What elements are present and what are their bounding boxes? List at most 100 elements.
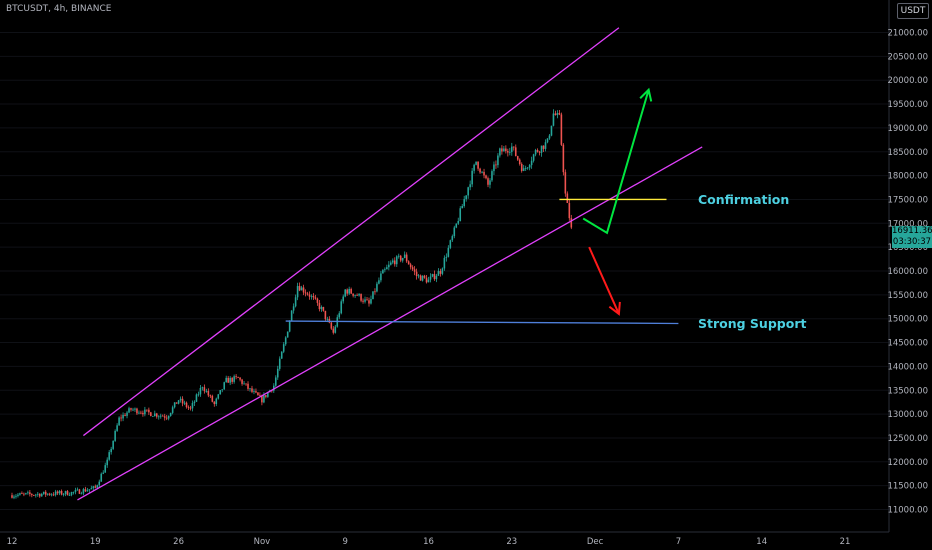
candle-body — [439, 271, 442, 274]
candle-body — [376, 283, 378, 292]
candle-body — [300, 287, 303, 291]
candle-body — [52, 494, 55, 496]
candle-body — [48, 493, 51, 495]
candle-body — [524, 168, 527, 169]
candle-body — [152, 416, 154, 417]
candle-body — [148, 409, 150, 413]
candle-body — [255, 391, 257, 393]
time-tick-label: 21 — [840, 537, 851, 547]
candle-body — [388, 264, 390, 268]
candle-body — [505, 148, 507, 152]
candle-body — [538, 151, 541, 153]
candle-body — [485, 175, 487, 179]
candle-body — [245, 383, 247, 385]
candle-body — [132, 409, 134, 411]
candle-body — [473, 164, 475, 171]
candle-body — [374, 291, 376, 293]
candle-body — [467, 187, 469, 196]
candle-body — [475, 161, 477, 165]
price-tick-label: 13000.00 — [887, 410, 928, 420]
candle-body — [189, 407, 192, 409]
drawing-labels: Confirmation Strong Support — [698, 192, 806, 331]
candle-body — [122, 414, 124, 419]
candle-body — [503, 148, 505, 152]
candle-body — [21, 493, 23, 495]
candle-body — [142, 412, 144, 415]
candle-body — [263, 395, 265, 403]
candle-body — [161, 415, 164, 417]
price-axis[interactable]: 11000.00 11500.00 12000.00 12500.00 13000.00… — [887, 29, 928, 516]
candle-body — [445, 256, 448, 258]
candle-body — [487, 178, 489, 185]
candle-body — [221, 389, 224, 391]
last-price-tag: 16911.36 — [892, 226, 932, 237]
candle-body — [215, 398, 218, 405]
candle-body — [211, 395, 214, 402]
candle-body — [449, 240, 452, 248]
candle-body — [409, 264, 412, 268]
candle-body — [511, 146, 513, 152]
candle-body — [350, 288, 352, 294]
candle-body — [54, 491, 57, 495]
currency-badge[interactable]: USDT — [897, 3, 929, 19]
price-tick-label: 15500.00 — [887, 291, 928, 301]
candle-body — [514, 147, 517, 157]
candle-body — [116, 425, 118, 431]
candle-body — [68, 495, 71, 496]
candle-body — [481, 171, 483, 173]
candle-body — [288, 321, 291, 332]
candle-body — [229, 377, 231, 383]
candle-body — [534, 150, 537, 155]
candle-body — [173, 402, 176, 408]
candle-body — [31, 494, 33, 496]
candle-body — [84, 489, 87, 492]
candle-body — [251, 388, 253, 392]
candle-body — [507, 151, 509, 153]
time-tick-label: 19 — [90, 537, 101, 547]
candle-body — [302, 287, 305, 293]
candle-body — [108, 452, 110, 460]
candle-body — [134, 408, 136, 410]
time-axis[interactable]: 12 19 26 Nov 9 16 23 Dec 7 14 21 — [7, 537, 851, 547]
candle-body — [86, 490, 89, 492]
candle-body — [469, 184, 471, 188]
channel-lower-line — [77, 146, 703, 501]
candle-body — [78, 489, 81, 494]
candle-body — [193, 401, 196, 404]
candle-body — [201, 387, 204, 389]
candle-body — [273, 385, 275, 391]
candle-body — [403, 254, 406, 258]
candle-body — [352, 293, 354, 296]
candle-body — [29, 492, 31, 495]
candle-body — [332, 328, 335, 333]
candle-body — [155, 413, 158, 417]
candle-body — [536, 150, 539, 152]
candle-body — [304, 292, 307, 294]
candle-body — [100, 473, 103, 482]
candle-body — [207, 391, 210, 396]
candle-body — [568, 203, 571, 219]
candle-body — [423, 275, 426, 278]
candle-body — [163, 416, 166, 418]
candle-body — [512, 146, 515, 148]
candle-body — [364, 299, 366, 302]
annotation-label: Strong Support — [698, 316, 806, 331]
candle-body — [183, 402, 186, 404]
price-tick-label: 14500.00 — [887, 339, 928, 349]
candle-body — [461, 205, 464, 209]
candle-body — [457, 221, 460, 224]
candle-body — [437, 271, 440, 276]
candle-body — [516, 156, 519, 160]
candle-body — [459, 208, 462, 222]
candle-body — [334, 326, 337, 333]
candle-body — [203, 387, 206, 392]
candle-body — [465, 195, 467, 200]
candle-body — [546, 138, 549, 143]
candle-body — [346, 289, 348, 294]
candle-body — [509, 151, 511, 153]
candle-body — [528, 165, 531, 168]
candle-body — [233, 376, 235, 382]
candle-body — [344, 289, 346, 297]
price-tick-label: 15000.00 — [887, 315, 928, 325]
